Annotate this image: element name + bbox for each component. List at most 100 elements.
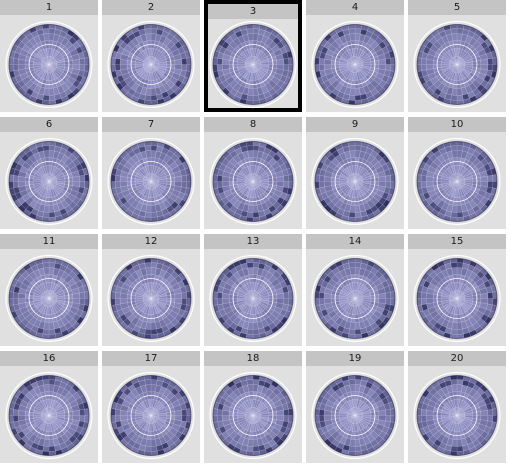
radial-cell bbox=[264, 433, 274, 443]
facet-panel-8[interactable]: 8 bbox=[204, 117, 302, 229]
radial-cell bbox=[225, 427, 235, 436]
radial-cell bbox=[250, 165, 254, 174]
facet-panel-20[interactable]: 20 bbox=[408, 351, 506, 463]
radial-cell bbox=[154, 167, 162, 176]
facet-panel-9[interactable]: 9 bbox=[306, 117, 404, 229]
radial-cell bbox=[161, 30, 170, 38]
radial-cell bbox=[339, 152, 347, 161]
outer-ring bbox=[107, 254, 195, 343]
radial-cell bbox=[462, 327, 470, 335]
radial-cell bbox=[360, 210, 368, 218]
radial-cell bbox=[465, 319, 473, 328]
facet-panel-15[interactable]: 15 bbox=[408, 234, 506, 346]
outer-ring bbox=[311, 20, 399, 109]
radial-cell bbox=[487, 292, 494, 299]
radial-cell bbox=[154, 187, 162, 196]
radial-cell bbox=[370, 33, 379, 41]
radial-cell bbox=[69, 48, 79, 57]
facet-panel-19[interactable]: 19 bbox=[306, 351, 404, 463]
radial-cell bbox=[342, 379, 350, 387]
facet-panel-1[interactable]: 1 bbox=[0, 0, 98, 112]
radial-cell bbox=[130, 199, 140, 209]
radial-cell bbox=[281, 303, 289, 312]
radial-cell bbox=[339, 418, 349, 424]
radial-cell bbox=[60, 433, 70, 443]
facet-panel-13[interactable]: 13 bbox=[204, 234, 302, 346]
radial-cell bbox=[281, 285, 289, 294]
radial-cell bbox=[344, 50, 352, 59]
radial-cell bbox=[237, 35, 245, 44]
radial-cell bbox=[344, 421, 352, 430]
radial-cell bbox=[77, 285, 85, 294]
facet-panel-2[interactable]: 2 bbox=[102, 0, 200, 112]
radial-cell bbox=[358, 187, 366, 196]
facet-panel-3[interactable]: 3 bbox=[204, 0, 302, 112]
radial-cell bbox=[464, 58, 473, 64]
radial-cell bbox=[318, 181, 325, 188]
radial-plot bbox=[311, 137, 399, 226]
facet-strip-label: 20 bbox=[408, 351, 506, 366]
radial-cell bbox=[166, 33, 175, 41]
radial-cell bbox=[283, 64, 290, 71]
radial-cell bbox=[357, 305, 364, 314]
facet-panel-5[interactable]: 5 bbox=[408, 0, 506, 112]
radial-cell bbox=[150, 379, 158, 386]
radial-cell bbox=[36, 93, 44, 101]
facet-panel-11[interactable]: 11 bbox=[0, 234, 98, 346]
facet-panel-18[interactable]: 18 bbox=[204, 351, 302, 463]
radial-cell bbox=[116, 397, 125, 406]
radial-cell bbox=[429, 395, 439, 404]
radial-cells bbox=[416, 141, 498, 222]
radial-cell bbox=[72, 430, 81, 439]
radial-cell bbox=[456, 328, 464, 335]
facet-panel-12[interactable]: 12 bbox=[102, 234, 200, 346]
radial-cell bbox=[140, 304, 148, 313]
radial-cell bbox=[442, 185, 452, 192]
radial-cell bbox=[383, 51, 391, 60]
radial-cell bbox=[485, 402, 493, 411]
radial-cell bbox=[268, 267, 277, 275]
radial-cell bbox=[161, 264, 170, 272]
radial-cell bbox=[60, 82, 70, 92]
radial-cell bbox=[25, 439, 34, 447]
radial-cells bbox=[110, 375, 192, 456]
radial-cell bbox=[485, 186, 493, 195]
radial-cell bbox=[216, 415, 223, 422]
radial-cell bbox=[258, 145, 266, 153]
radial-cell bbox=[444, 379, 452, 387]
facet-panel-14[interactable]: 14 bbox=[306, 234, 404, 346]
radial-cell bbox=[334, 199, 344, 209]
radial-cell bbox=[324, 68, 333, 76]
radial-cell bbox=[145, 33, 152, 42]
radial-cell bbox=[179, 69, 187, 78]
facet-panel-4[interactable]: 4 bbox=[306, 0, 404, 112]
facet-panel-16[interactable]: 16 bbox=[0, 351, 98, 463]
radial-cell bbox=[162, 37, 172, 47]
radial-cell bbox=[318, 409, 325, 416]
radial-cell bbox=[438, 208, 447, 216]
radial-cell bbox=[354, 262, 362, 269]
radial-cell bbox=[366, 316, 376, 326]
radial-cell bbox=[444, 210, 452, 218]
radial-cell bbox=[244, 283, 251, 292]
radial-cell bbox=[358, 167, 366, 176]
radial-cell bbox=[465, 436, 473, 445]
radial-cell bbox=[357, 188, 364, 197]
radial-cell bbox=[174, 313, 183, 322]
facet-panel-10[interactable]: 10 bbox=[408, 117, 506, 229]
radial-cell bbox=[283, 292, 290, 299]
radial-cell bbox=[383, 186, 391, 195]
plot-edge bbox=[416, 24, 498, 105]
radial-cell bbox=[383, 402, 391, 411]
radial-cell bbox=[441, 386, 449, 395]
facet-panel-7[interactable]: 7 bbox=[102, 117, 200, 229]
radial-cell bbox=[115, 51, 123, 60]
facet-panel-17[interactable]: 17 bbox=[102, 351, 200, 463]
radial-cell bbox=[327, 395, 337, 404]
radial-cell bbox=[429, 310, 439, 319]
radial-cell bbox=[336, 91, 345, 99]
facet-panel-6[interactable]: 6 bbox=[0, 117, 98, 229]
radial-cell bbox=[222, 68, 231, 76]
radial-cell bbox=[159, 85, 167, 94]
radial-cell bbox=[354, 211, 362, 218]
